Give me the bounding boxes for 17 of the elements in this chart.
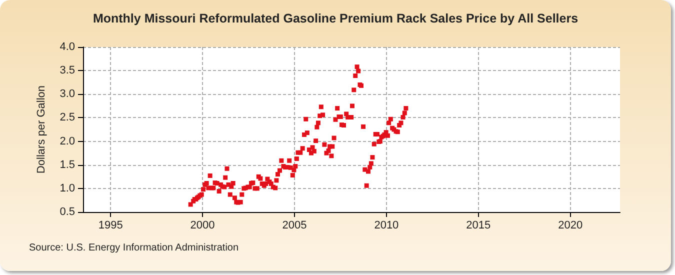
x-tick-label: 2000 bbox=[190, 220, 215, 232]
y-tick-label: 4.0 bbox=[60, 41, 75, 53]
y-tick-label: 3.0 bbox=[60, 88, 75, 100]
x-tick-label: 2010 bbox=[374, 220, 399, 232]
y-tick-label: 1.5 bbox=[60, 158, 75, 171]
x-tick-label: 2020 bbox=[558, 220, 583, 232]
y-tick-label: 2.5 bbox=[60, 112, 75, 124]
x-tick-label: 1995 bbox=[98, 220, 123, 232]
y-tick-label: 1.0 bbox=[60, 182, 75, 194]
y-tick-label: 0.5 bbox=[60, 206, 75, 218]
source-note: Source: U.S. Energy Information Administration bbox=[29, 242, 239, 254]
x-tick-label: 2005 bbox=[282, 220, 307, 232]
x-tick-label: 2015 bbox=[466, 220, 491, 232]
y-tick-label: 3.5 bbox=[60, 64, 75, 77]
y-tick-label: 2.0 bbox=[60, 135, 75, 148]
chart-title: Monthly Missouri Reformulated Gasoline Premium Rack Sales Price by All Sellers bbox=[92, 12, 578, 26]
y-axis-title: Dollars per Gallon bbox=[36, 85, 48, 174]
